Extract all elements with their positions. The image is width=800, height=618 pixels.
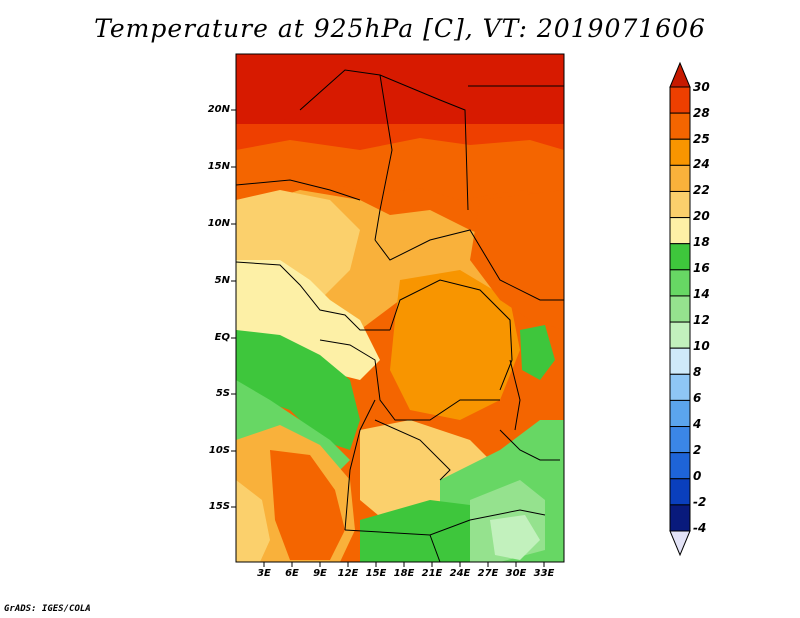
colorbar-box	[669, 86, 691, 114]
lat-label: 10S	[208, 445, 230, 456]
lon-label: 12E	[337, 568, 359, 579]
lat-label: 10N	[207, 218, 230, 229]
lon-label: 6E	[285, 568, 299, 579]
lat-label: EQ	[214, 332, 230, 343]
colorbar-box	[669, 426, 691, 454]
colorbar-bottom-arrow	[669, 530, 691, 557]
colorbar-box	[669, 452, 691, 480]
colorbar-box	[669, 373, 691, 401]
colorbar-label: 8	[693, 365, 702, 379]
colorbar-label: 14	[693, 287, 710, 301]
temperature-field	[236, 54, 564, 562]
lon-label: 21E	[421, 568, 443, 579]
lon-label: 30E	[505, 568, 527, 579]
colorbar-label: 22	[693, 183, 710, 197]
colorbar-box	[669, 478, 691, 506]
lon-label: 15E	[365, 568, 387, 579]
colorbar-label: 4	[693, 417, 702, 431]
lon-ticks	[263, 562, 545, 567]
colorbar-box	[669, 243, 691, 271]
lat-label: 5S	[215, 388, 230, 399]
colorbar-box	[669, 399, 691, 428]
colorbar-box	[669, 138, 691, 166]
colorbar-box	[669, 269, 691, 297]
footer-credit: GrADS: IGES/COLA	[4, 604, 91, 614]
lat-label: 15N	[207, 161, 230, 172]
colorbar-label: 25	[693, 132, 710, 146]
colorbar-label: 16	[693, 261, 710, 275]
country-borders	[236, 69, 564, 562]
colorbar-box	[669, 164, 691, 192]
colorbar-label: -4	[693, 521, 707, 535]
colorbar-label: -2	[693, 495, 707, 509]
colorbar-label: 18	[693, 235, 710, 249]
map-frame	[235, 53, 565, 563]
colorbar-box	[669, 295, 691, 323]
lon-label: 24E	[449, 568, 471, 579]
colorbar-box	[669, 347, 691, 375]
lat-ticks	[231, 109, 236, 508]
colorbar-box	[669, 321, 691, 349]
lat-label: 15S	[208, 501, 230, 512]
lon-label: 9E	[313, 568, 327, 579]
colorbar-label: 28	[693, 106, 710, 120]
colorbar-label: 2	[693, 443, 702, 457]
colorbar	[669, 61, 691, 557]
colorbar-box	[669, 112, 691, 140]
lon-label: 33E	[533, 568, 555, 579]
lat-label: 20N	[207, 104, 230, 115]
colorbar-label: 30	[693, 80, 710, 94]
lat-label: 5N	[214, 275, 230, 286]
colorbar-box	[669, 217, 691, 245]
colorbar-label: 0	[693, 469, 702, 483]
lon-label: 27E	[477, 568, 499, 579]
lon-label: 18E	[393, 568, 415, 579]
colorbar-box	[669, 190, 691, 219]
colorbar-box	[669, 504, 691, 532]
plot-title: Temperature at 925hPa [C], VT: 201907160…	[94, 14, 706, 43]
colorbar-label: 12	[693, 313, 710, 327]
lon-label: 3E	[257, 568, 271, 579]
colorbar-top-arrow	[669, 61, 691, 88]
colorbar-boxes	[669, 86, 691, 532]
colorbar-label: 10	[693, 339, 710, 353]
colorbar-label: 6	[693, 391, 702, 405]
colorbar-label: 20	[693, 209, 710, 223]
colorbar-label: 24	[693, 157, 710, 171]
